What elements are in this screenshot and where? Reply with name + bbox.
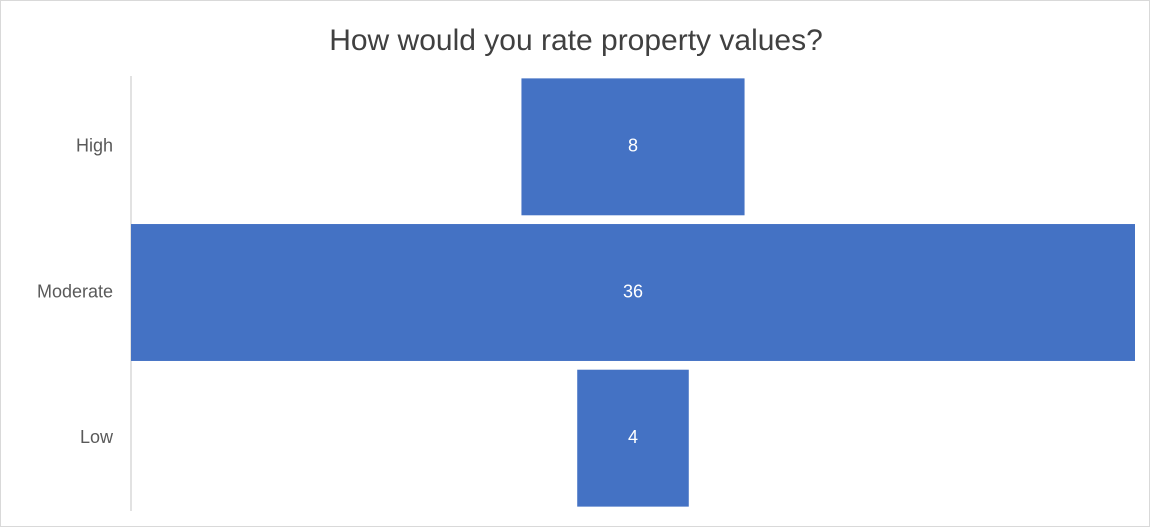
category-label: Low	[80, 427, 114, 447]
value-label: 36	[623, 281, 643, 301]
bar	[131, 224, 1135, 361]
bar	[577, 369, 689, 507]
category-label: High	[76, 136, 113, 156]
value-label: 8	[628, 136, 638, 156]
category-label: Moderate	[37, 281, 113, 301]
chart-title: How would you rate property values?	[329, 24, 823, 57]
value-label: 4	[628, 427, 638, 447]
bar	[521, 78, 745, 216]
